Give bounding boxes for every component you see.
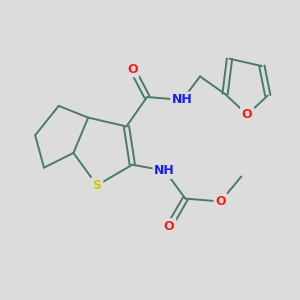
Text: O: O [164,220,175,233]
Text: S: S [92,179,101,192]
Text: O: O [127,62,138,76]
Text: NH: NH [154,164,175,177]
Text: NH: NH [172,93,193,106]
Text: O: O [242,108,253,121]
Text: O: O [215,195,226,208]
